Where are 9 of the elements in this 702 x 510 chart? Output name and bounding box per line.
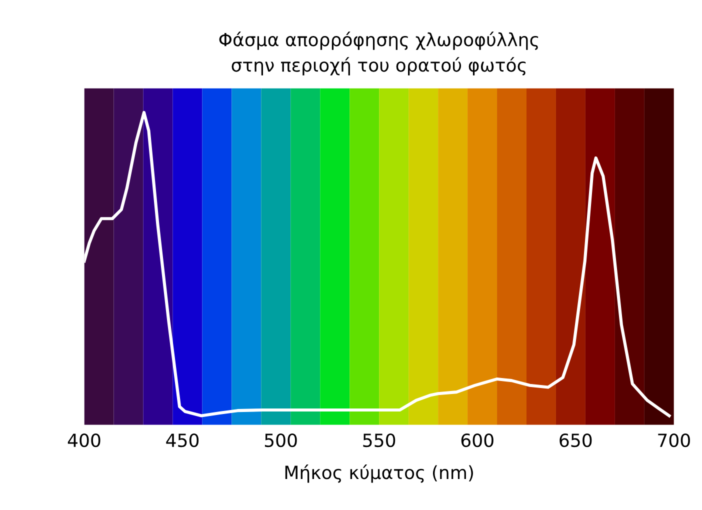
- x-tick-label: 700: [658, 433, 690, 448]
- x-tick-label: 450: [166, 433, 199, 448]
- x-tick-label: 400: [68, 433, 100, 448]
- x-axis-title: Μήκος κύματος (nm): [285, 464, 473, 483]
- x-tick-label: 600: [461, 433, 494, 448]
- x-tick-label: 500: [264, 433, 297, 448]
- chart-title: Φάσμα απορρόφησης χλωροφύλλης στην περιοχή του ορατού φωτός: [219, 32, 538, 76]
- x-tick-label: 550: [363, 433, 396, 448]
- x-tick-label: 650: [560, 433, 592, 448]
